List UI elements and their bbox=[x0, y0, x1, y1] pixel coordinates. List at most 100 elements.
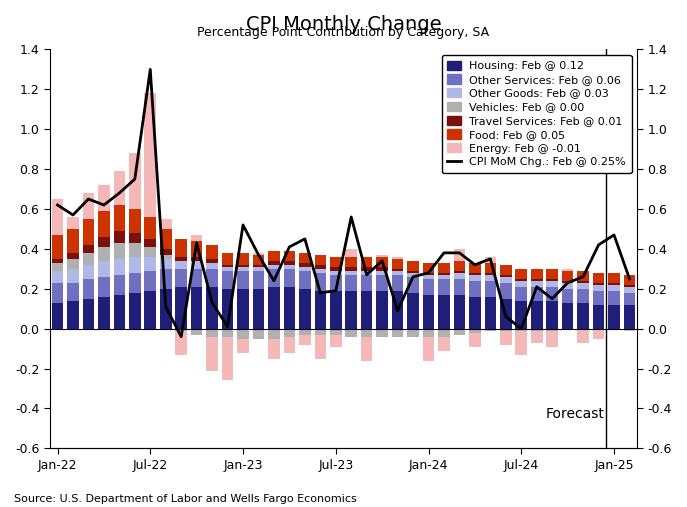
Bar bbox=[113, 259, 125, 275]
Bar bbox=[315, 273, 326, 291]
Bar bbox=[515, 279, 527, 281]
Bar bbox=[438, 295, 450, 329]
Bar bbox=[284, 337, 295, 352]
Bar bbox=[113, 243, 125, 259]
Bar bbox=[593, 291, 605, 305]
Bar bbox=[361, 337, 372, 360]
Bar bbox=[160, 219, 172, 229]
Text: Percentage Point Contribution by Category, SA: Percentage Point Contribution by Categor… bbox=[197, 26, 490, 40]
Bar bbox=[268, 261, 280, 265]
Bar bbox=[577, 329, 589, 343]
Bar bbox=[237, 339, 249, 352]
Bar bbox=[469, 329, 481, 333]
Bar bbox=[315, 269, 326, 273]
Bar bbox=[562, 269, 574, 271]
Bar bbox=[160, 249, 172, 255]
Bar bbox=[82, 299, 94, 329]
Bar bbox=[484, 257, 496, 263]
Bar bbox=[546, 281, 558, 287]
Bar bbox=[438, 275, 450, 279]
Bar bbox=[144, 239, 156, 247]
Bar bbox=[577, 283, 589, 289]
Bar bbox=[423, 273, 434, 275]
Bar bbox=[82, 279, 94, 299]
Bar bbox=[268, 269, 280, 287]
Bar bbox=[546, 331, 558, 347]
Bar bbox=[484, 273, 496, 275]
Bar bbox=[608, 273, 620, 283]
Bar bbox=[98, 211, 110, 237]
Bar bbox=[531, 301, 543, 329]
Bar bbox=[129, 273, 141, 293]
Bar bbox=[376, 267, 388, 271]
Bar bbox=[392, 257, 403, 259]
Bar bbox=[531, 269, 543, 279]
Bar bbox=[268, 329, 280, 339]
Bar bbox=[175, 331, 187, 354]
Bar bbox=[113, 295, 125, 329]
Bar bbox=[484, 275, 496, 281]
Bar bbox=[515, 281, 527, 287]
Bar bbox=[144, 247, 156, 257]
Bar bbox=[546, 269, 558, 279]
Bar bbox=[315, 291, 326, 329]
Bar bbox=[546, 329, 558, 331]
Bar bbox=[407, 273, 419, 277]
Bar bbox=[160, 255, 172, 259]
Bar bbox=[515, 329, 527, 331]
Bar bbox=[346, 329, 357, 337]
Bar bbox=[376, 291, 388, 329]
Bar bbox=[222, 267, 234, 271]
Bar bbox=[453, 249, 465, 261]
Bar bbox=[562, 289, 574, 303]
Bar bbox=[175, 261, 187, 269]
Bar bbox=[577, 271, 589, 281]
Bar bbox=[453, 279, 465, 295]
Bar bbox=[191, 287, 203, 329]
Bar bbox=[299, 329, 311, 335]
Bar bbox=[222, 337, 234, 380]
Bar bbox=[392, 269, 403, 271]
Bar bbox=[531, 329, 543, 331]
Bar bbox=[129, 293, 141, 329]
Bar bbox=[98, 237, 110, 247]
Bar bbox=[469, 333, 481, 347]
Bar bbox=[407, 293, 419, 329]
Bar bbox=[562, 303, 574, 329]
Bar bbox=[438, 279, 450, 295]
Bar bbox=[299, 263, 311, 267]
Bar bbox=[67, 253, 79, 259]
Bar bbox=[346, 291, 357, 329]
Bar bbox=[392, 329, 403, 337]
Bar bbox=[144, 291, 156, 329]
Bar bbox=[253, 253, 264, 255]
Bar bbox=[160, 269, 172, 289]
Bar bbox=[175, 269, 187, 287]
Legend: Housing: Feb @ 0.12, Other Services: Feb @ 0.06, Other Goods: Feb @ 0.03, Vehicl: Housing: Feb @ 0.12, Other Services: Feb… bbox=[442, 55, 631, 173]
Bar bbox=[484, 281, 496, 297]
Bar bbox=[268, 287, 280, 329]
Bar bbox=[423, 329, 434, 337]
Bar bbox=[346, 257, 357, 267]
Bar bbox=[423, 337, 434, 360]
Bar bbox=[98, 247, 110, 261]
Bar bbox=[330, 335, 341, 347]
Bar bbox=[531, 279, 543, 281]
Bar bbox=[299, 289, 311, 329]
Bar bbox=[98, 297, 110, 329]
Bar bbox=[315, 329, 326, 335]
Bar bbox=[423, 295, 434, 329]
Bar bbox=[469, 275, 481, 281]
Bar bbox=[500, 275, 512, 277]
Bar bbox=[376, 329, 388, 337]
Bar bbox=[206, 287, 218, 329]
Bar bbox=[144, 217, 156, 239]
Bar bbox=[284, 287, 295, 329]
Bar bbox=[407, 277, 419, 293]
Bar bbox=[361, 291, 372, 329]
Bar bbox=[438, 337, 450, 350]
Bar bbox=[67, 301, 79, 329]
Bar bbox=[392, 291, 403, 329]
Bar bbox=[593, 285, 605, 291]
Bar bbox=[160, 259, 172, 269]
